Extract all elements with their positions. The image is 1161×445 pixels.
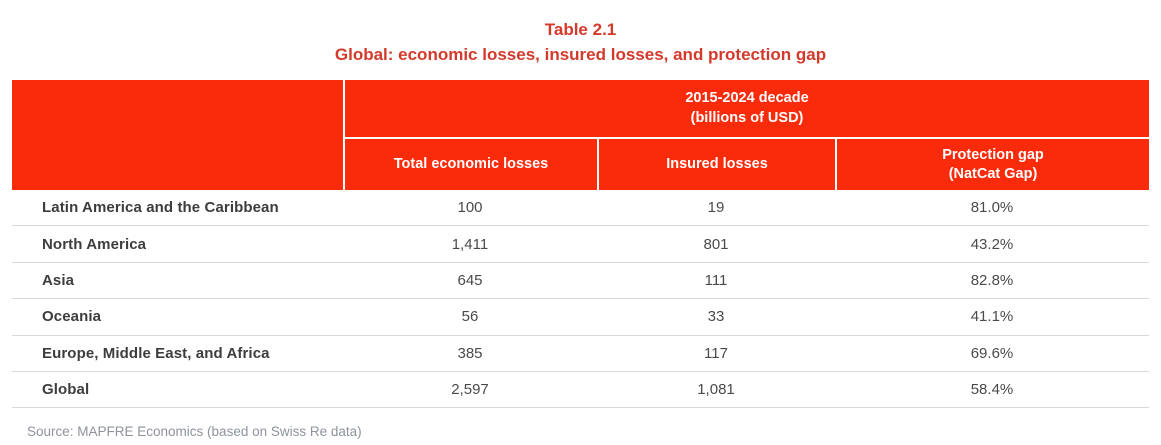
column-header-sublabel: (NatCat Gap) [948, 165, 1038, 182]
insured-losses-cell: 33 [707, 308, 725, 326]
economic-losses-cell: 645 [457, 271, 483, 289]
protection-gap-cell: 43.2% [970, 235, 1014, 253]
protection-gap-cell: 82.8% [970, 271, 1014, 289]
insured-losses-cell: 801 [703, 235, 729, 253]
table-row: Latin America and the Caribbean 100 19 8… [12, 190, 1149, 227]
header-corner-cell [12, 80, 343, 190]
data-table: 2015-2024 decade (billions of USD) Total… [12, 80, 1149, 409]
table-row: Asia 645 111 82.8% [12, 263, 1149, 300]
table-header: 2015-2024 decade (billions of USD) Total… [12, 80, 1149, 190]
source-note: Source: MAPFRE Economics (based on Swiss… [27, 424, 362, 439]
protection-gap-cell: 41.1% [970, 308, 1014, 326]
column-header-protection-gap: Protection gap (NatCat Gap) [835, 137, 1149, 190]
insured-losses-cell: 111 [704, 271, 728, 289]
table-title-block: Table 2.1 Global: economic losses, insur… [0, 0, 1161, 67]
table-subtitle: Global: economic losses, insured losses,… [334, 44, 827, 64]
column-header-label: Insured losses [666, 156, 768, 173]
protection-gap-cell: 69.6% [970, 344, 1014, 362]
insured-losses-cell: 19 [707, 199, 725, 217]
column-header-total-economic-losses: Total economic losses [343, 137, 597, 190]
table-number-title: Table 2.1 [544, 20, 617, 39]
region-cell: Latin America and the Caribbean [42, 199, 279, 217]
table-row: Global 2,597 1,081 58.4% [12, 372, 1149, 409]
economic-losses-cell: 2,597 [451, 381, 489, 399]
insured-losses-cell: 117 [704, 344, 728, 362]
table-row: North America 1,411 801 43.2% [12, 226, 1149, 263]
region-cell: Asia [42, 271, 75, 289]
table-row: Oceania 56 33 41.1% [12, 299, 1149, 336]
economic-losses-cell: 100 [457, 199, 483, 217]
column-header-label: Total economic losses [393, 156, 549, 173]
economic-losses-cell: 56 [461, 308, 479, 326]
column-header-label: Protection gap [942, 146, 1044, 163]
region-cell: North America [42, 235, 147, 253]
protection-gap-cell: 81.0% [970, 199, 1014, 217]
region-cell: Oceania [42, 308, 102, 326]
protection-gap-cell: 58.4% [970, 381, 1014, 399]
table-body: Latin America and the Caribbean 100 19 8… [12, 190, 1149, 409]
economic-losses-cell: 385 [457, 344, 483, 362]
region-cell: Global [42, 381, 90, 399]
economic-losses-cell: 1,411 [451, 235, 489, 253]
header-group-line1: 2015-2024 decade [685, 89, 809, 106]
header-group-cell: 2015-2024 decade (billions of USD) [343, 80, 1149, 137]
region-cell: Europe, Middle East, and Africa [42, 344, 270, 362]
table-row: Europe, Middle East, and Africa 385 117 … [12, 336, 1149, 372]
header-group-line2: (billions of USD) [690, 109, 804, 126]
column-header-insured-losses: Insured losses [597, 137, 835, 190]
insured-losses-cell: 1,081 [697, 381, 735, 399]
